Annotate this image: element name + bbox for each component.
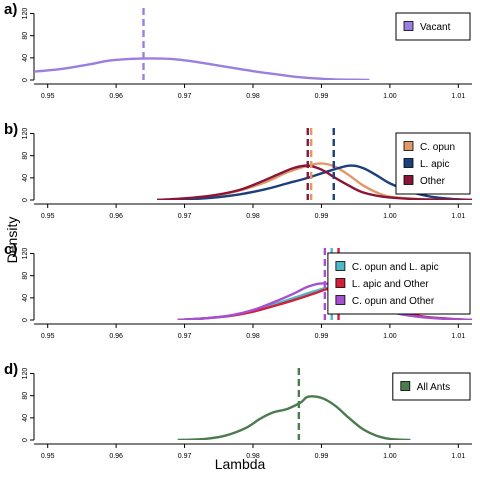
legend-label: L. apic: [420, 159, 449, 170]
panel-3: c) 0 40 80 120 0.95 0.96 0.97 0.98 0.99 1.00 1.01 C.…: [4, 241, 472, 340]
y-tick-label: 120: [22, 248, 29, 260]
legend-swatch: [403, 21, 414, 31]
y-tick-label: 40: [22, 54, 29, 62]
y-tick-label: 40: [22, 414, 29, 422]
legend-swatch: [335, 261, 346, 271]
legend-label: Vacant: [420, 22, 451, 33]
x-tick-label: 0.96: [109, 213, 123, 220]
x-tick-label: 0.95: [41, 93, 55, 100]
x-tick-label: 1.00: [383, 93, 397, 100]
x-tick-label: 0.95: [41, 453, 55, 460]
density-curve-1: [177, 395, 411, 440]
x-tick-label: 1.01: [452, 453, 466, 460]
x-tick-label: 0.99: [315, 333, 329, 340]
x-tick-label: 1.01: [452, 333, 466, 340]
y-tick-label: 0: [22, 438, 29, 442]
x-tick-label: 0.98: [246, 333, 260, 340]
legend: C. opun L. apic Other: [395, 132, 471, 195]
y-tick-label: 80: [22, 272, 29, 280]
x-tick-label: 0.98: [246, 93, 260, 100]
panel-label: a): [4, 1, 17, 18]
y-axis-title: Density: [4, 217, 20, 264]
legend-label: C. opun and Other: [352, 296, 435, 307]
panel-label: b): [4, 121, 18, 138]
x-tick-label: 0.95: [41, 213, 55, 220]
x-tick-label: 0.99: [315, 453, 329, 460]
panel-2: b) 0 40 80 120 0.95 0.96 0.97 0.98 0.99 1.00 1.01 C.…: [4, 121, 472, 220]
legend: All Ants: [392, 372, 471, 401]
legend-swatch: [335, 278, 346, 288]
panel-label: c): [4, 241, 17, 258]
legend-swatch: [400, 381, 411, 391]
x-tick-label: 0.95: [41, 333, 55, 340]
panel-label: d): [4, 361, 18, 378]
curves: [34, 8, 370, 80]
density-curve-3: [157, 164, 472, 200]
legend-box: [392, 372, 471, 401]
legend-swatch: [335, 295, 346, 305]
legend-label: All Ants: [417, 382, 450, 393]
x-axis-title: Lambda: [215, 456, 266, 472]
y-tick-label: 40: [22, 174, 29, 182]
density-curve-2: [157, 164, 472, 200]
density-curve-1: [34, 57, 370, 80]
x-tick-label: 1.01: [452, 93, 466, 100]
legend-swatch: [403, 141, 414, 151]
x-tick-label: 0.99: [315, 93, 329, 100]
legend: Vacant: [395, 12, 471, 41]
y-tick-label: 80: [22, 32, 29, 40]
x-tick-label: 0.96: [109, 333, 123, 340]
legend-swatch: [403, 175, 414, 185]
x-tick-label: 0.98: [246, 453, 260, 460]
x-tick-label: 0.96: [109, 453, 123, 460]
legend-label: L. apic and Other: [352, 279, 429, 290]
y-tick-label: 0: [22, 78, 29, 82]
x-tick-label: 1.00: [383, 453, 397, 460]
x-tick-label: 1.00: [383, 333, 397, 340]
x-tick-label: 1.01: [452, 213, 466, 220]
y-tick-label: 80: [22, 392, 29, 400]
x-tick-label: 1.00: [383, 213, 397, 220]
y-tick-label: 0: [22, 198, 29, 202]
x-tick-label: 0.99: [315, 213, 329, 220]
y-tick-label: 120: [22, 368, 29, 380]
legend-label: C. opun and L. apic: [352, 262, 439, 273]
curves: [157, 128, 472, 200]
legend-box: [327, 252, 471, 315]
density-curve-3: [177, 282, 472, 320]
curves: [177, 368, 411, 440]
x-tick-label: 0.97: [178, 333, 192, 340]
y-tick-label: 80: [22, 152, 29, 160]
x-tick-label: 0.98: [246, 213, 260, 220]
legend-swatch: [403, 158, 414, 168]
panels-group: a) 0 40 80 120 0.95 0.96 0.97 0.98 0.99 1.00 1.01 Va…: [4, 1, 472, 460]
legend: C. opun and L. apic L. apic and Other C. o…: [327, 252, 471, 315]
panel-4: d) 0 40 80 120 0.95 0.96 0.97 0.98 0.99 1.00 1.01 Al…: [4, 361, 472, 460]
y-tick-label: 120: [22, 8, 29, 20]
y-tick-label: 40: [22, 294, 29, 302]
y-tick-label: 0: [22, 318, 29, 322]
panel-1: a) 0 40 80 120 0.95 0.96 0.97 0.98 0.99 1.00 1.01 Va…: [4, 1, 472, 100]
y-tick-label: 120: [22, 128, 29, 140]
x-tick-label: 0.97: [178, 93, 192, 100]
legend-label: Other: [420, 176, 446, 187]
x-tick-label: 0.96: [109, 93, 123, 100]
x-tick-label: 0.97: [178, 213, 192, 220]
legend-label: C. opun: [420, 142, 455, 153]
x-tick-label: 0.97: [178, 453, 192, 460]
